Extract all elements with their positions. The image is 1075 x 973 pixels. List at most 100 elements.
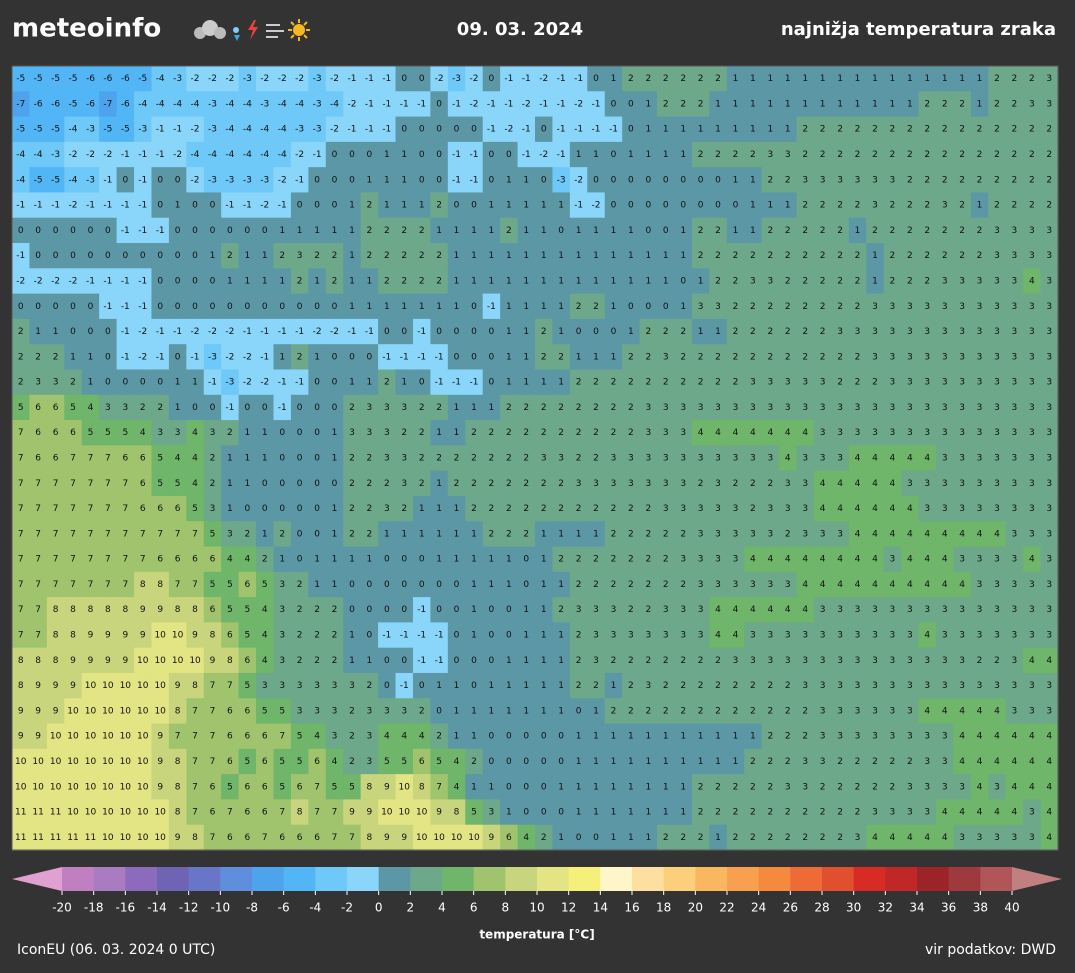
- temperature-cell: [901, 824, 920, 851]
- temperature-cell: [831, 521, 850, 548]
- temperature-cell: [1040, 824, 1059, 851]
- temperature-cell: [744, 243, 763, 269]
- colorbar-segment: [632, 867, 665, 891]
- temperature-cell: [430, 799, 449, 826]
- temperature-cell: [569, 622, 588, 649]
- temperature-value: 2: [645, 529, 651, 539]
- temperature-cell: [1040, 445, 1059, 472]
- temperature-value: 0: [314, 454, 320, 464]
- temperature-value: 2: [977, 251, 983, 261]
- temperature-cell: [622, 723, 641, 750]
- temperature-value: -2: [103, 150, 112, 160]
- temperature-value: 0: [314, 403, 320, 413]
- temperature-cell: [186, 394, 205, 421]
- temperature-value: 3: [872, 631, 878, 641]
- temperature-value: 4: [419, 732, 425, 742]
- temperature-cell: [587, 91, 606, 118]
- temperature-value: 2: [628, 580, 634, 590]
- temperature-cell: [657, 698, 676, 725]
- temperature-value: 3: [715, 454, 721, 464]
- temperature-value: 1: [628, 276, 634, 286]
- temperature-value: 9: [122, 631, 128, 641]
- temperature-value: 0: [506, 150, 512, 160]
- temperature-cell: [726, 344, 745, 371]
- temperature-value: 0: [523, 555, 529, 565]
- temperature-value: 0: [698, 201, 704, 211]
- temperature-value: -1: [16, 251, 25, 261]
- temperature-value: 4: [977, 706, 983, 716]
- temperature-value: 4: [942, 529, 948, 539]
- temperature-value: 3: [802, 631, 808, 641]
- temperature-value: 1: [279, 352, 285, 362]
- temperature-cell: [186, 369, 205, 396]
- temperature-value: 9: [157, 782, 163, 792]
- temperature-cell: [779, 66, 798, 92]
- temperature-value: 0: [715, 201, 721, 211]
- temperature-value: 7: [227, 808, 233, 818]
- temperature-cell: [447, 495, 466, 522]
- temperature-value: -1: [417, 605, 426, 615]
- temperature-value: 2: [436, 732, 442, 742]
- temperature-value: 1: [471, 403, 477, 413]
- temperature-value: 1: [262, 276, 268, 286]
- temperature-value: -4: [330, 99, 339, 109]
- temperature-cell: [848, 824, 867, 851]
- temperature-value: 0: [558, 226, 564, 236]
- temperature-value: 7: [35, 580, 41, 590]
- temperature-cell: [116, 420, 135, 446]
- temperature-cell: [552, 647, 571, 674]
- temperature-value: 4: [855, 529, 861, 539]
- temperature-value: 8: [157, 580, 163, 590]
- temperature-value: 0: [593, 833, 599, 843]
- temperature-cell: [517, 622, 536, 649]
- temperature-value: 8: [18, 656, 24, 666]
- temperature-value: 2: [419, 251, 425, 261]
- temperature-value: 1: [680, 251, 686, 261]
- temperature-value: 1: [611, 732, 617, 742]
- temperature-cell: [465, 748, 484, 775]
- temperature-cell: [1023, 647, 1042, 674]
- temperature-value: 2: [715, 251, 721, 261]
- temperature-value: -3: [243, 74, 252, 84]
- temperature-value: 2: [645, 504, 651, 514]
- temperature-value: 2: [523, 504, 529, 514]
- temperature-value: 1: [436, 504, 442, 514]
- temperature-cell: [901, 723, 920, 750]
- temperature-value: 10: [102, 782, 114, 792]
- temperature-cell: [465, 799, 484, 826]
- temperature-value: 8: [105, 605, 111, 615]
- temperature-cell: [639, 470, 658, 497]
- temperature-value: 1: [680, 125, 686, 135]
- temperature-cell: [64, 597, 83, 623]
- temperature-value: 2: [541, 504, 547, 514]
- temperature-value: 10: [137, 706, 149, 716]
- temperature-cell: [726, 66, 745, 92]
- temperature-cell: [81, 116, 100, 143]
- temperature-cell: [517, 546, 536, 573]
- temperature-value: 2: [419, 276, 425, 286]
- temperature-value: 9: [18, 706, 24, 716]
- temperature-value: 3: [820, 605, 826, 615]
- colorbar-tick-label: 30: [846, 901, 861, 915]
- temperature-value: 2: [401, 504, 407, 514]
- temperature-value: 2: [576, 681, 582, 691]
- temperature-value: 3: [855, 656, 861, 666]
- temperature-value: 3: [907, 681, 913, 691]
- temperature-cell: [378, 66, 397, 92]
- temperature-cell: [744, 698, 763, 725]
- colorbar-tick-label: -14: [147, 901, 167, 915]
- temperature-value: -1: [400, 99, 409, 109]
- temperature-value: 0: [471, 125, 477, 135]
- temperature-cell: [517, 597, 536, 623]
- temperature-cell: [970, 344, 989, 371]
- temperature-cell: [273, 748, 292, 775]
- temperature-value: 7: [35, 504, 41, 514]
- temperature-value: 3: [1046, 529, 1052, 539]
- temperature-cell: [1005, 672, 1024, 699]
- temperature-cell: [779, 344, 798, 371]
- temperature-cell: [604, 698, 623, 725]
- temperature-value: 0: [419, 378, 425, 388]
- temperature-cell: [151, 344, 170, 371]
- temperature-value: -1: [417, 352, 426, 362]
- temperature-value: 3: [715, 529, 721, 539]
